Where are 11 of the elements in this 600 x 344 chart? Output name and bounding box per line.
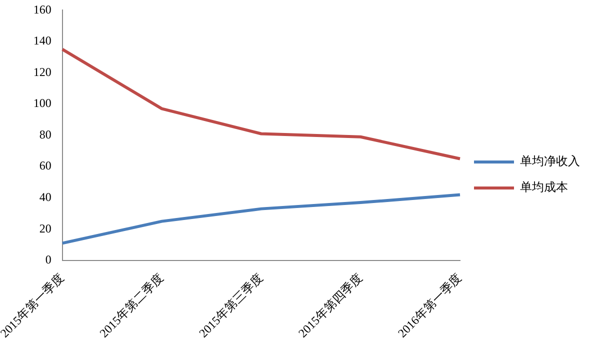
legend-label: 单均净收入 bbox=[520, 154, 580, 168]
y-tick-label: 40 bbox=[39, 190, 52, 204]
y-tick-label: 120 bbox=[33, 64, 52, 79]
legend-label: 单均成本 bbox=[520, 180, 568, 194]
y-tick-label: 80 bbox=[39, 127, 52, 142]
y-tick-label: 140 bbox=[33, 34, 52, 48]
y-tick-label: 100 bbox=[33, 96, 52, 110]
y-tick-label: 160 bbox=[33, 2, 52, 16]
y-tick-label: 20 bbox=[39, 221, 52, 236]
y-tick-label: 0 bbox=[45, 252, 52, 267]
y-tick-label: 60 bbox=[39, 158, 52, 173]
